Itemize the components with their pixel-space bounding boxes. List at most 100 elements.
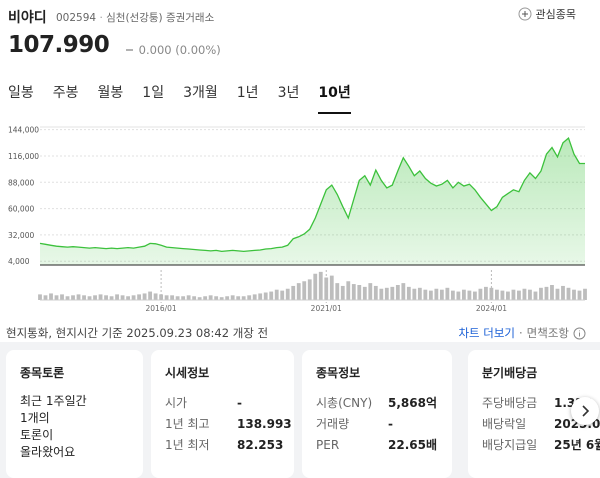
row-key: 배당지급일: [482, 438, 538, 452]
tab[interactable]: 10년: [318, 82, 351, 114]
row-value: -: [388, 417, 393, 431]
period-tabs: 일봉 주봉 월봉 1일 3개월 1년 3년 10년: [8, 82, 370, 114]
y-tick-label: 4,000: [8, 257, 30, 266]
volume-bar: [461, 289, 466, 300]
tab[interactable]: 1년: [236, 85, 259, 101]
card-row: 거래량 -: [316, 414, 438, 435]
chevron: [582, 405, 590, 417]
tab[interactable]: 3개월: [183, 85, 218, 101]
row-key: 1년 최저: [165, 438, 210, 452]
card-row: 시가 -: [165, 393, 280, 414]
volume-bar: [203, 296, 208, 300]
tab[interactable]: 3년: [277, 85, 300, 101]
line: [39, 136, 585, 253]
more-chart[interactable]: 차트 더보기: [458, 326, 516, 340]
volume-bar: [583, 288, 587, 300]
volume-bar: [291, 285, 296, 300]
volume-bar: [285, 288, 290, 300]
volume-bar: [373, 285, 378, 300]
volume-bar: [104, 295, 108, 300]
more-links: 차트 더보기 · 면책조항: [458, 325, 586, 341]
exchange: 심천(선강퉁) 증권거래소: [99, 12, 214, 24]
volume-bar: [434, 288, 439, 300]
flat-icon: [126, 49, 133, 51]
volume-bar: [561, 285, 565, 300]
volume-bar: [87, 296, 92, 300]
volume-bar: [362, 286, 367, 300]
info-icon: [573, 327, 586, 339]
volume-bar: [175, 296, 180, 300]
volume-bar: [148, 291, 153, 300]
tab[interactable]: 1일: [142, 85, 165, 101]
change: 0.000 (0.00%): [125, 43, 221, 57]
volume-bar: [302, 281, 307, 300]
next-button[interactable]: [571, 397, 599, 425]
volume-bar: [153, 293, 158, 300]
volume-bar: [60, 294, 64, 300]
volume-bar: [43, 295, 48, 300]
volume-bar: [258, 293, 263, 300]
row-value: 22.65배: [388, 438, 437, 452]
volume-bar: [550, 285, 554, 300]
volume-bar: [379, 288, 384, 300]
volume-bar: [219, 297, 224, 300]
card-line: 1개의: [20, 411, 50, 425]
volume-bar: [522, 288, 527, 300]
row-value: -: [237, 396, 242, 410]
volume-bar: [566, 287, 571, 300]
volume-bar: [269, 291, 274, 300]
row-key: 배당락일: [482, 417, 527, 431]
volume-bar: [335, 283, 340, 300]
x-tick-label: 2021/01: [311, 304, 342, 313]
volume-bar: [577, 290, 582, 300]
volume-bar: [49, 293, 53, 300]
card-row: 시총(CNY) 5,868억: [316, 393, 438, 414]
plus-icon: [518, 7, 532, 21]
volume-bar: [54, 295, 59, 300]
card: 종목정보 시총(CNY) 5,868억 거래량 - PER 22.65배: [302, 350, 452, 478]
y-tick-label: 32,000: [8, 231, 34, 240]
volume-bar: [115, 294, 119, 300]
y-tick-label: 116,000: [8, 152, 39, 161]
row-key: PER: [316, 438, 340, 452]
watch-button[interactable]: 관심종목: [518, 6, 576, 22]
volume-bar: [93, 295, 97, 300]
volume-bar: [340, 285, 345, 300]
cards: 종목토론 최근 1주일간 1개의 토론이 올라왔어요 시세정보 시가 - 1년 최고 138.99…: [0, 342, 600, 478]
row-value: 25년 6월: [554, 438, 600, 452]
row-key: 주당배당금: [482, 396, 538, 410]
volume-bar: [296, 283, 301, 300]
volume-bar: [351, 284, 356, 300]
tab[interactable]: 월봉: [97, 85, 124, 101]
disclaimer[interactable]: 면책조항: [526, 326, 569, 340]
tab[interactable]: 주봉: [52, 85, 79, 101]
volume-bar: [230, 295, 235, 300]
card-row: 배당지급일 25년 6월: [482, 435, 600, 456]
volume-bar: [406, 286, 411, 300]
volume-bar: [208, 295, 213, 300]
volume-bar: [467, 290, 472, 300]
card-title: 시세정보: [165, 366, 210, 380]
volume-bar: [533, 291, 538, 300]
card-line: 최근 1주일간: [20, 394, 87, 408]
volume-bar: [544, 286, 549, 300]
volume-bar: [274, 289, 279, 300]
volume-bar: [247, 295, 252, 300]
card-row: 1년 최저 82.253: [165, 435, 283, 456]
volume-bar: [318, 271, 323, 300]
change-pct: (0.00%): [175, 43, 221, 57]
volume-bar: [439, 289, 444, 300]
volume-bar: [500, 290, 505, 300]
volume-bar: [489, 287, 494, 300]
tab[interactable]: 일봉: [8, 85, 34, 101]
volume-bar: [572, 289, 576, 300]
card-line: 토론이: [20, 428, 54, 442]
y-tick-label: 60,000: [8, 205, 34, 214]
volume-bar: [38, 294, 42, 300]
volume-bar: [225, 296, 230, 300]
card-title: 분기배당금: [482, 366, 538, 380]
volume-bar: [456, 291, 461, 300]
volume-bar: [428, 290, 433, 300]
volume-bar: [142, 293, 147, 300]
